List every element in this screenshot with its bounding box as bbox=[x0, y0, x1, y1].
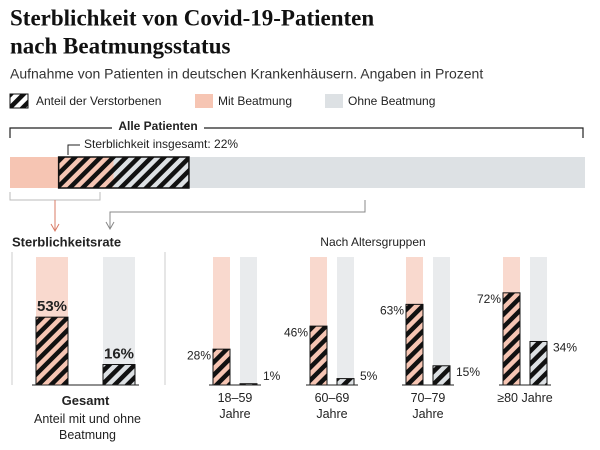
legend-swatch bbox=[195, 94, 213, 108]
overview-deaths bbox=[113, 157, 189, 188]
annotation: Sterblichkeit insgesamt: 22% bbox=[84, 137, 238, 151]
arrow bbox=[105, 200, 366, 231]
section-label: Nach Altersgruppen bbox=[320, 235, 425, 249]
x-tick-label: 18–59 Jahre bbox=[217, 391, 253, 421]
legend-swatch bbox=[325, 94, 343, 108]
value-label: 5% bbox=[360, 369, 378, 383]
overview-label: Alle Patienten bbox=[118, 119, 197, 133]
bracket bbox=[9, 192, 101, 201]
x-tick-label: ≥80 Jahre bbox=[497, 391, 553, 405]
bar bbox=[432, 365, 451, 386]
value-label: 28% bbox=[187, 348, 211, 362]
bar bbox=[336, 378, 355, 386]
value-label: 16% bbox=[104, 345, 134, 362]
legend-label: Anteil der Verstorbenen bbox=[36, 94, 161, 108]
bar bbox=[102, 364, 136, 386]
bar-background bbox=[103, 257, 135, 385]
x-tick-label: 60–69 Jahre bbox=[314, 391, 350, 421]
value-label: 1% bbox=[263, 369, 281, 383]
bar bbox=[35, 316, 69, 386]
bar-background bbox=[337, 257, 354, 385]
bar-background bbox=[240, 257, 257, 385]
subtitle: Aufnahme von Patienten in deutschen Kran… bbox=[10, 66, 483, 82]
callout-line bbox=[67, 144, 80, 155]
arrow bbox=[50, 200, 60, 233]
value-label: 34% bbox=[553, 341, 577, 355]
legend-label: Ohne Beatmung bbox=[348, 94, 435, 108]
overview-outline bbox=[57, 156, 190, 189]
bracket bbox=[9, 127, 584, 138]
value-label: 63% bbox=[380, 304, 404, 318]
title-line: Sterblichkeit von Covid-19-Patienten bbox=[10, 5, 374, 30]
value-label: 72% bbox=[477, 292, 501, 306]
x-tick-label: Gesamt bbox=[61, 393, 110, 408]
overview-segment bbox=[113, 157, 585, 188]
section-label: Sterblichkeitsrate bbox=[12, 234, 121, 249]
value-label: 15% bbox=[456, 365, 480, 379]
legend-swatch bbox=[9, 93, 29, 109]
overview-deaths bbox=[58, 157, 114, 188]
legend-label: Mit Beatmung bbox=[218, 94, 292, 108]
bar bbox=[309, 325, 328, 386]
bar bbox=[502, 292, 521, 386]
value-label: 53% bbox=[37, 298, 67, 315]
bar bbox=[405, 303, 424, 386]
sublabel: Anteil mit und ohne Beatmung bbox=[33, 412, 141, 442]
value-label: 46% bbox=[284, 325, 308, 339]
title-line: nach Beatmungsstatus bbox=[10, 33, 231, 58]
bar bbox=[212, 348, 231, 386]
x-tick-label: 70–79 Jahre bbox=[410, 391, 446, 421]
bar bbox=[529, 340, 548, 386]
bar-background bbox=[433, 257, 450, 385]
bracket-gap bbox=[112, 120, 204, 134]
